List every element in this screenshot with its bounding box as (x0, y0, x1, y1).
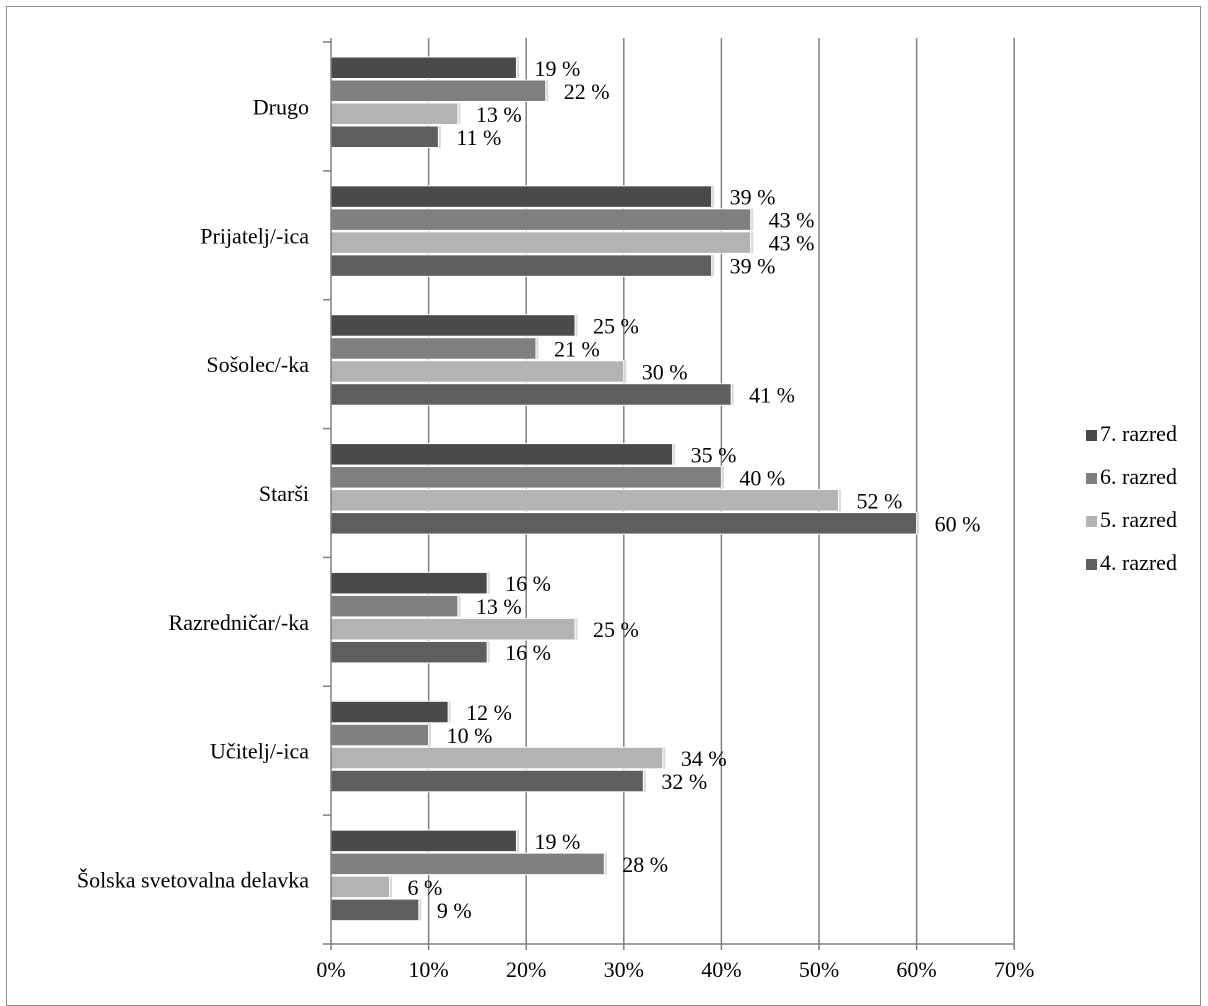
bar (330, 337, 537, 360)
axes: 0% 10% 20% 30% 40% 50% 60% 70% (316, 38, 1034, 982)
data-label: 19 % (534, 56, 580, 81)
category-label: Drugo (253, 94, 309, 119)
bar (330, 102, 459, 125)
data-label: 30 % (642, 359, 688, 384)
data-label: 19 % (534, 829, 580, 854)
category-label: Starši (259, 481, 309, 506)
legend-label: 7. razred (1100, 421, 1177, 446)
x-tick-label: 30% (604, 957, 644, 982)
data-label: 28 % (622, 852, 668, 877)
legend-swatch (1086, 559, 1097, 570)
data-label: 39 % (730, 254, 776, 279)
bar (330, 700, 449, 724)
data-label: 39 % (730, 185, 776, 210)
bar (330, 571, 488, 595)
data-label: 32 % (661, 769, 707, 794)
data-label: 16 % (505, 571, 551, 596)
data-label: 21 % (554, 336, 600, 361)
bar (330, 185, 713, 208)
category-label: Šolska svetovalna delavka (77, 868, 309, 893)
x-tick-label: 60% (896, 957, 936, 982)
x-tick-label: 20% (506, 957, 546, 982)
bars (330, 56, 920, 922)
bar (330, 254, 713, 277)
legend-label: 4. razred (1100, 550, 1177, 575)
bar (330, 617, 576, 641)
category-label: Prijatelj/-ica (200, 223, 309, 248)
data-label: 40 % (739, 465, 785, 490)
data-label: 43 % (769, 231, 815, 256)
x-tick-label: 40% (701, 957, 741, 982)
x-tick-label: 70% (994, 957, 1034, 982)
data-label: 16 % (505, 640, 551, 665)
x-tick-label: 50% (799, 957, 839, 982)
bar (330, 383, 732, 406)
x-tick-label: 0% (316, 957, 345, 982)
bar (330, 594, 459, 618)
data-label: 11 % (456, 125, 501, 150)
category-label: Razredničar/-ka (169, 610, 310, 635)
data-label: 52 % (857, 488, 903, 513)
legend-swatch (1086, 516, 1097, 527)
legend-swatch (1086, 430, 1097, 441)
data-label: 35 % (691, 442, 737, 467)
data-label: 34 % (681, 746, 727, 771)
bar (330, 723, 430, 747)
data-label: 13 % (476, 594, 522, 619)
legend-swatch (1086, 473, 1097, 484)
data-label: 10 % (447, 723, 493, 748)
bar (330, 769, 644, 793)
bar (330, 898, 420, 922)
data-label: 6 % (408, 875, 443, 900)
bar (330, 829, 517, 853)
bar (330, 314, 576, 337)
legend: 7. razred 6. razred 5. razred 4. razred (1086, 421, 1177, 575)
bar (330, 852, 605, 876)
data-label: 25 % (593, 617, 639, 642)
category-label: Učitelj/-ica (210, 739, 309, 764)
data-label: 60 % (935, 511, 981, 536)
bar (330, 875, 391, 899)
data-label: 9 % (437, 898, 472, 923)
bar (330, 360, 625, 383)
bar (330, 79, 547, 102)
bar (330, 208, 752, 231)
data-label: 43 % (769, 208, 815, 233)
bar (330, 56, 517, 79)
data-label: 12 % (466, 700, 512, 725)
data-label: 22 % (564, 79, 610, 104)
data-label: 41 % (749, 382, 795, 407)
legend-label: 6. razred (1100, 464, 1177, 489)
bar (330, 640, 488, 664)
data-label: 13 % (476, 102, 522, 127)
x-tick-label: 10% (408, 957, 448, 982)
bar (330, 231, 752, 254)
data-label: 25 % (593, 313, 639, 338)
bar (330, 443, 674, 466)
legend-label: 5. razred (1100, 507, 1177, 532)
bar (330, 125, 439, 148)
bar (330, 746, 664, 770)
bar (330, 489, 840, 512)
bar (330, 466, 722, 489)
bar (330, 512, 918, 535)
category-label: Sošolec/-ka (206, 352, 309, 377)
